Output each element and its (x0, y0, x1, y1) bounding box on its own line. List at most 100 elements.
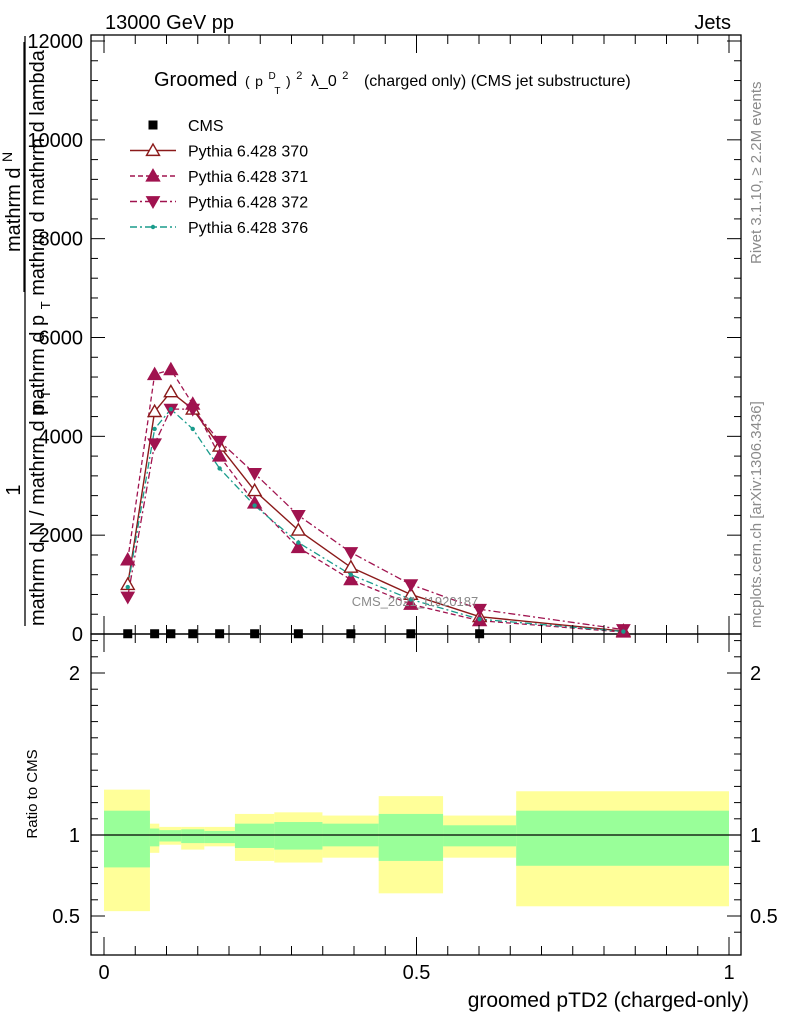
watermark: CMS_2021_I1920187 (352, 594, 479, 609)
series-2-point-7 (343, 571, 359, 586)
main-ytick-label-2: 4000 (39, 426, 84, 448)
ylabel-num: mathrm d (3, 168, 25, 252)
main-ytick-label-6: 12000 (27, 31, 83, 53)
series-4-point-9 (477, 616, 482, 622)
ylabel-inner-den: mathrm d p T mathrm d mathrm d lambda (27, 49, 55, 416)
ylabel-denominator: mathrm d N / mathrm d p T (27, 390, 53, 626)
series-3-point-9 (472, 603, 487, 617)
legend-marker-2 (145, 168, 161, 182)
series-line-4 (127, 408, 624, 633)
axis-tick-labels: 0 2000 4000 6000 8000 10000 12000 0 0.5 1 0.5 0.5 1 1… (27, 31, 777, 984)
title-open-paren: ( (245, 73, 250, 89)
legend-marker-3 (145, 196, 161, 210)
series-3-point-6 (291, 510, 306, 523)
title-prefix: Groomed (154, 69, 237, 91)
series-2-point-5 (246, 495, 263, 509)
legend: CMS Pythia 6.428 370 Pythia 6.428 371 Pythi… (130, 118, 308, 237)
ratio-ytick-label-right-2: 2 (750, 663, 761, 685)
main-ytick-label-3: 6000 (39, 328, 84, 350)
series-0-point-3 (188, 629, 198, 639)
series-lines (127, 368, 624, 633)
series-3-point-0 (120, 591, 136, 605)
series-0-point-5 (250, 629, 260, 639)
title-mid: λ_0 (311, 73, 337, 90)
ylabel-den2-rest: mathrm d mathrm d lambda (27, 49, 49, 296)
legend-label-1: Pythia 6.428 370 (188, 144, 308, 161)
ratio-inner-bin-8 (378, 813, 444, 861)
title-pt-base: p (255, 73, 263, 89)
series-0-point-9 (475, 629, 485, 639)
ratio-inner-bin-10 (516, 810, 729, 866)
series-line-2 (127, 368, 624, 633)
main-ytick-label-4: 8000 (39, 229, 84, 251)
legend-label-4: Pythia 6.428 376 (188, 220, 308, 237)
series-4-point-10 (621, 629, 626, 634)
series-2-point-0 (120, 551, 136, 566)
series-3-point-3 (185, 403, 201, 417)
series-0-point-7 (346, 629, 356, 639)
ylabel-den2: mathrm d p (27, 315, 49, 416)
ratio-inner-bin-9 (443, 825, 517, 847)
series-2-point-2 (163, 361, 179, 376)
series-4-point-3 (190, 426, 195, 432)
plot-title: Groomed ( p D T ) 2 λ_0 2 (charged only)… (154, 62, 631, 99)
ylabel-den2-sub: T (38, 301, 53, 309)
series-1-point-7 (343, 559, 359, 573)
ratio-inner-bin-6 (274, 822, 323, 850)
ylabel-one: 1 (3, 484, 25, 495)
ratio-xtick-label-1: 0.5 (403, 962, 431, 984)
ratio-inner-bin-4 (204, 830, 235, 844)
ratio-inner-band (104, 810, 729, 868)
series-2-point-1 (146, 366, 163, 381)
series-2-point-6 (290, 539, 307, 554)
ylabel-main: 1 mathrm d N / mathrm d p T mathrm d N m… (0, 36, 55, 626)
series-1-point-1 (146, 403, 163, 418)
series-2-point-4 (211, 448, 228, 462)
series-2-point-8 (403, 596, 419, 610)
legend-marker-0 (148, 120, 158, 130)
series-0-point-2 (166, 629, 176, 639)
legend-label-2: Pythia 6.428 371 (188, 169, 308, 186)
series-4-point-8 (408, 597, 414, 602)
ratio-ytick-label-left-0: 0.5 (52, 906, 80, 928)
ratio-inner-bin-3 (181, 829, 205, 844)
series-0-point-4 (215, 629, 225, 639)
ratio-ytick-label-right-1: 1 (750, 825, 761, 847)
series-3-point-8 (403, 579, 419, 593)
ratio-inner-bin-5 (234, 823, 275, 848)
ratio-xtick-label-2: 1 (723, 962, 734, 984)
ratio-ytick-label-left-1: 1 (69, 825, 80, 847)
side-label-top: Rivet 3.1.10, ≥ 2.2M events (748, 82, 765, 265)
series-3-point-5 (247, 468, 262, 481)
series-0-point-8 (406, 629, 416, 639)
main-ytick-label-0: 0 (72, 624, 83, 646)
series-4-point-1 (152, 426, 157, 432)
ylabel-ratio: Ratio to CMS (24, 749, 41, 838)
series-4-point-4 (217, 466, 222, 471)
title-power1: 2 (296, 70, 302, 82)
series-0-point-6 (293, 629, 303, 639)
ylabel-inner-num: mathrm d N (0, 152, 25, 252)
title-close-paren: ) (286, 73, 291, 89)
title-pt-sup: D (269, 71, 276, 82)
legend-label-0: CMS (188, 118, 224, 135)
legend-marker-4 (150, 224, 156, 230)
ratio-xtick-label-0: 0 (98, 962, 109, 984)
legend-label-3: Pythia 6.428 372 (188, 195, 308, 212)
series-3-point-4 (212, 435, 227, 449)
header-right: Jets (694, 12, 731, 34)
series-1-point-0 (120, 576, 136, 591)
series-4-point-6 (296, 540, 301, 545)
ratio-inner-bin-1 (149, 828, 160, 847)
series-4-point-2 (168, 406, 174, 412)
series-3-point-7 (343, 547, 359, 560)
series-0-point-1 (150, 629, 160, 639)
series-4-point-7 (348, 572, 354, 577)
side-label-bottom: mcplots.cern.ch [arXiv:1306.3436] (748, 401, 765, 628)
title-suffix: (charged only) (CMS jet substructure) (364, 73, 631, 90)
axis-ticks (91, 35, 741, 955)
title-power2: 2 (342, 70, 348, 82)
ylabel-den-main: mathrm d N / mathrm d p (27, 404, 49, 626)
ratio-ytick-label-right-0: 0.5 (750, 906, 778, 928)
